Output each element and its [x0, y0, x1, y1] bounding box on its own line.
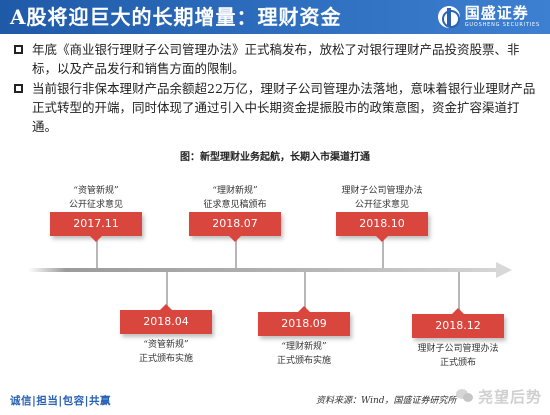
connector-line — [458, 272, 460, 314]
connector-line — [166, 272, 168, 310]
logo-icon — [437, 6, 460, 28]
company-slogan: 诚信|担当|包容|共赢 — [10, 395, 112, 407]
watermark-text: 尧望后势 — [477, 387, 542, 406]
event-description: 理财子公司管理办法 正式颁布 — [417, 344, 499, 368]
connector-line — [96, 230, 98, 268]
bullet-item: 年底《商业银行理财子公司管理办法》正式稿发布，放松了对银行理财产品投资股票、非标… — [14, 40, 538, 78]
wechat-icon — [455, 389, 474, 403]
company-logo: 国盛证券 GUOSHENG SECURITIES — [437, 4, 540, 29]
event-description: “理财新规” 正式颁布实施 — [276, 342, 331, 366]
connector-line — [235, 230, 237, 268]
bullet-text: 年底《商业银行理财子公司管理办法》正式稿发布，放松了对银行理财产品投资股票、非标… — [32, 42, 520, 76]
watermark: 尧望后势 — [455, 384, 542, 408]
square-bullet-icon — [14, 45, 23, 54]
event-date: 2018.10 — [336, 212, 428, 242]
event-description: “资管新规” 公开征求意见 — [68, 186, 123, 210]
source-note: 资料来源：Wind，国盛证券研究所 — [316, 396, 457, 406]
event-description: “资管新规” 正式颁布实施 — [138, 340, 193, 364]
bullet-item: 当前银行非保本理财产品余额超22万亿，理财子公司管理办法落地，意味着银行业理财产… — [14, 79, 538, 136]
event-date: 2017.11 — [50, 212, 142, 242]
connector-line — [382, 230, 384, 268]
policy-timeline: “资管新规” 公开征求意见 2017.11 2018.04 “资管新规” 正式颁… — [0, 162, 550, 382]
event-date: 2018.07 — [189, 212, 281, 242]
timeline-axis — [28, 268, 498, 272]
logo-name-cn: 国盛证券 — [464, 4, 529, 22]
event-date: 2018.09 — [258, 306, 350, 336]
logo-name-en: GUOSHENG SECURITIES — [464, 22, 540, 28]
event-description: 理财子公司管理办法 公开征求意见 — [341, 186, 423, 210]
bullet-text: 当前银行非保本理财产品余额超22万亿，理财子公司管理办法落地，意味着银行业理财产… — [32, 81, 536, 134]
square-bullet-icon — [14, 84, 23, 93]
connector-line — [304, 272, 306, 312]
header: A股将迎巨大的长期增量：理财资金 国盛证券 GUOSHENG SECURITIE… — [0, 0, 550, 34]
bullet-list: 年底《商业银行理财子公司管理办法》正式稿发布，放松了对银行理财产品投资股票、非标… — [14, 40, 538, 137]
page-title: A股将迎巨大的长期增量：理财资金 — [10, 5, 342, 29]
event-date: 2018.04 — [120, 304, 212, 334]
figure-title: 图：新型理财业务起航，长期入市渠道打通 — [180, 152, 370, 163]
event-description: “理财新规” 征求意见稿颁布 — [203, 186, 267, 210]
timeline-arrow-icon — [496, 262, 512, 278]
event-date: 2018.12 — [412, 308, 504, 338]
